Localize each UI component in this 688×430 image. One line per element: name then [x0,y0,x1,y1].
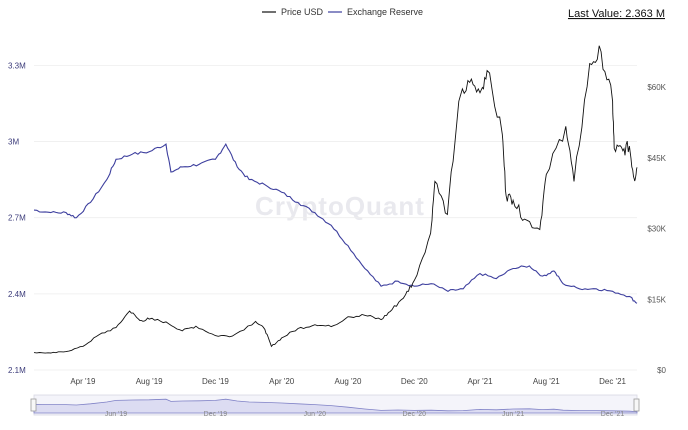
navigator-handle-right[interactable] [633,398,640,412]
legend[interactable]: Price USD Exchange Reserve [262,7,423,17]
right-tick-label: $30K [647,225,666,234]
legend-reserve-label[interactable]: Exchange Reserve [347,7,423,17]
navigator-tick-label: Jun '20 [304,411,326,418]
navigator[interactable]: Jun '19 Dec '19 Jun '20 Dec '20 Jun '21 Dec '… [30,394,640,418]
navigator-handle-left[interactable] [30,398,37,412]
x-tick-label: Apr '19 [70,377,96,386]
navigator-tick-label: Dec '21 [601,411,625,418]
last-value-link[interactable]: Last Value: 2.363 M [568,8,665,20]
left-tick-label: 2.4M [8,290,26,299]
x-tick-label: Aug '19 [136,377,163,386]
right-tick-label: $0 [657,366,666,375]
series-layer [33,45,638,354]
navigator-tick-label: Jun '21 [502,411,524,418]
legend-price-label[interactable]: Price USD [281,7,324,17]
series-line-price-usd [33,45,638,354]
right-tick-label: $60K [647,83,666,92]
navigator-tick-label: Jun '19 [105,411,127,418]
left-tick-label: 2.1M [8,366,26,375]
x-tick-label: Aug '21 [533,377,560,386]
right-tick-label: $45K [647,154,666,163]
x-tick-label: Dec '19 [202,377,229,386]
right-axis: $0 $15K $30K $45K $60K [647,83,666,375]
x-tick-label: Aug '20 [335,377,362,386]
left-tick-label: 3.3M [8,61,26,70]
right-tick-label: $15K [647,295,666,304]
left-axis: 2.1M 2.4M 2.7M 3M 3.3M [8,61,26,375]
x-tick-label: Apr '21 [467,377,493,386]
navigator-tick-label: Dec '20 [403,411,427,418]
x-tick-label: Dec '20 [401,377,428,386]
watermark: CryptoQuant [255,191,425,221]
left-tick-label: 2.7M [8,214,26,223]
x-axis: Apr '19 Aug '19 Dec '19 Apr '20 Aug '20 Dec '… [70,377,626,386]
series-line-exchange-reserve [33,142,638,304]
navigator-series-area [33,398,638,414]
x-tick-label: Apr '20 [269,377,295,386]
x-tick-label: Dec '21 [599,377,626,386]
grid [34,64,637,371]
navigator-tick-label: Dec '19 [204,411,228,418]
left-tick-label: 3M [8,138,19,147]
